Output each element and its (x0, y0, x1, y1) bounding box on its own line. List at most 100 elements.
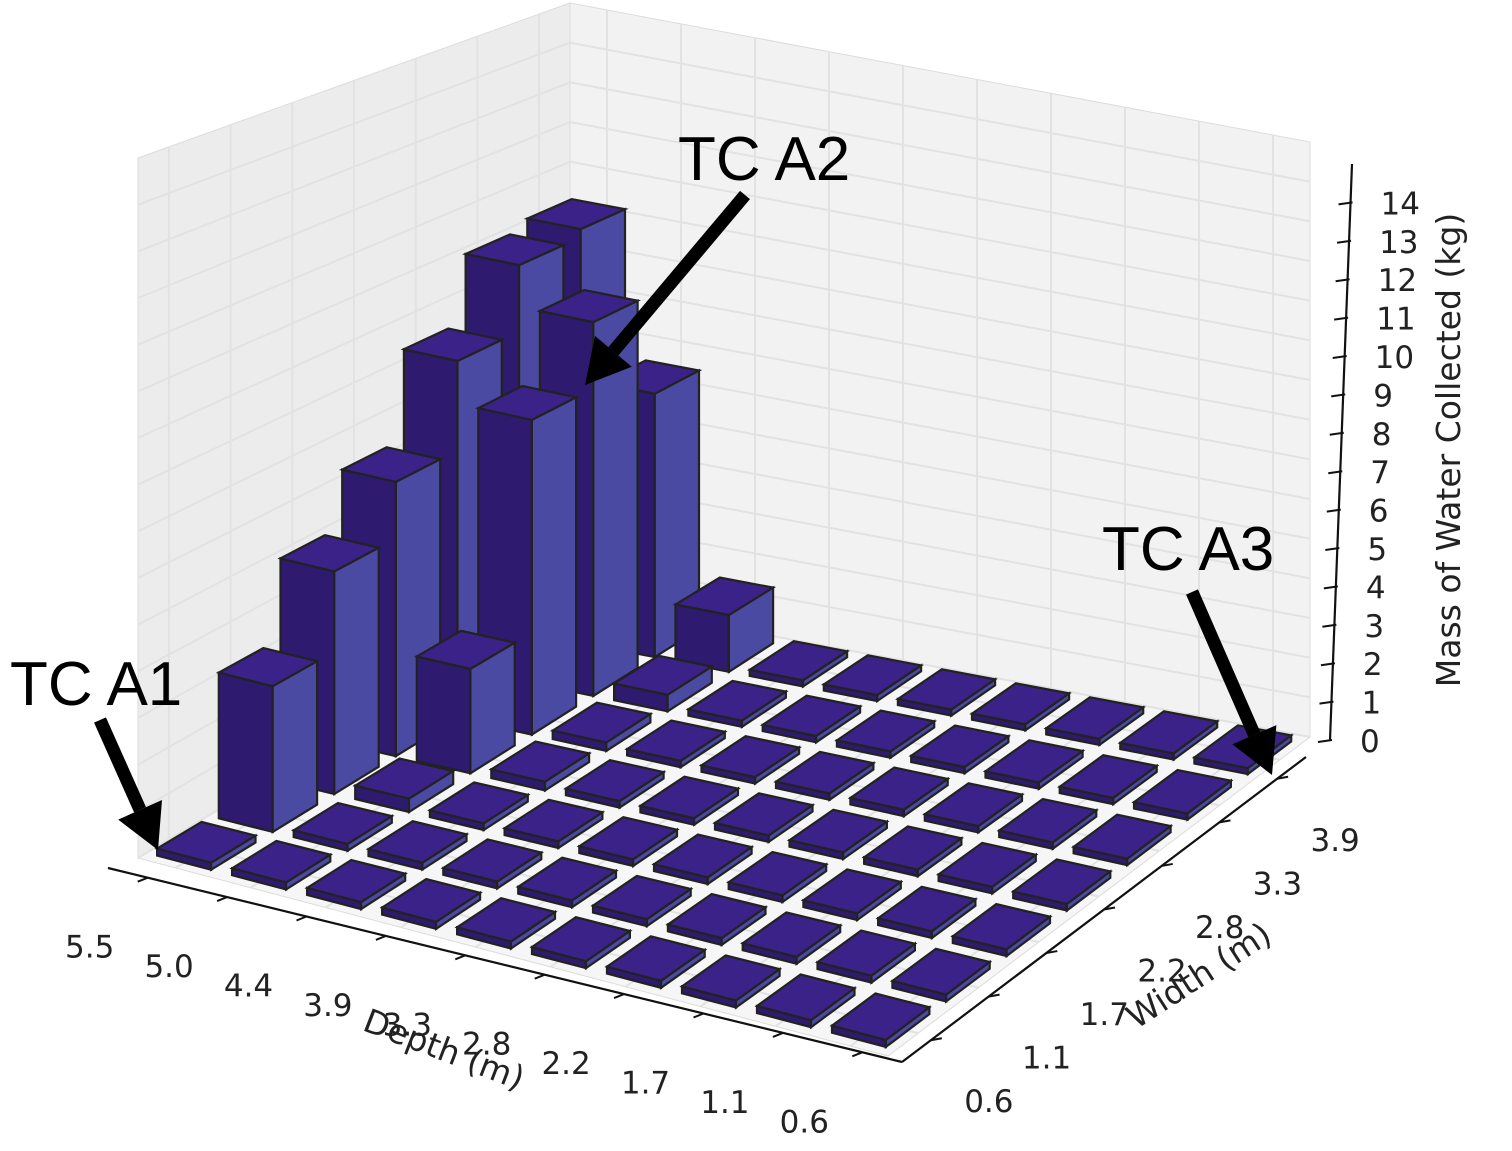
bar-top (665, 892, 769, 940)
annotations: TC A1 TC A2 TC A3 (10, 125, 1277, 850)
bar-side (271, 659, 319, 834)
annotation-label: TC A2 (678, 125, 850, 194)
bar-top (1071, 813, 1174, 860)
depth-tick-label: 0.6 (780, 1104, 829, 1140)
bar-top (847, 766, 951, 811)
z-tick-label: 6 (1369, 494, 1389, 530)
bar-top (712, 792, 816, 837)
z-tick-mark (1328, 470, 1343, 475)
bar (576, 816, 680, 869)
bar-top (637, 775, 741, 820)
bar (969, 682, 1072, 733)
bar (651, 833, 755, 887)
bar (665, 892, 769, 948)
width-tick-label: 1.1 (1022, 1041, 1071, 1077)
annotation: TC A2 (585, 125, 850, 385)
bar-top (969, 682, 1072, 726)
z-tick-label: 3 (1364, 609, 1384, 645)
z-tick-mark (1326, 508, 1341, 513)
bar (1117, 710, 1220, 762)
bar-top (1057, 754, 1160, 800)
bar (685, 679, 789, 729)
z-tick-mark (1333, 316, 1349, 321)
depth-tick-mark (216, 896, 228, 903)
bar-top (754, 973, 858, 1022)
bar-top (215, 646, 321, 688)
bar-top (651, 833, 755, 879)
grid-line-z (137, 81, 1311, 253)
bar-top (814, 929, 918, 977)
bar-top (549, 701, 654, 744)
bar (379, 877, 483, 931)
grid-line-z (137, 160, 1311, 346)
annotation-arrow-head (1232, 725, 1277, 775)
z-tick-mark (1322, 623, 1337, 628)
bar-top (1131, 768, 1234, 815)
bar-side (530, 395, 578, 737)
bar-top (759, 694, 863, 738)
bar-top (462, 233, 567, 267)
bar (413, 629, 518, 776)
bar-front (415, 655, 472, 775)
bar-top (889, 947, 993, 996)
bar-top (454, 897, 558, 943)
bar (875, 885, 978, 941)
bar-top (996, 797, 1099, 844)
bar-top (861, 825, 965, 871)
z-axis-label: Mass of Water Collected (kg) (1429, 213, 1468, 687)
width-tick-mark (1219, 819, 1231, 824)
bar-top (475, 384, 580, 422)
bar (829, 992, 932, 1050)
bar-top (950, 902, 1053, 951)
bar (820, 654, 924, 704)
z-tick-label: 11 (1376, 302, 1415, 338)
bar (454, 897, 558, 951)
z-tick-mark (1325, 547, 1340, 551)
bar-top (529, 916, 633, 963)
depth-tick-mark (772, 1031, 784, 1038)
bar-top (679, 954, 783, 1002)
bar-top (820, 654, 924, 697)
bar-top (154, 820, 259, 864)
z-tick-mark (1338, 201, 1353, 206)
bar-top (290, 801, 395, 846)
z-tick-mark (1335, 278, 1350, 283)
depth-tick-mark (454, 954, 466, 961)
bar-top (488, 740, 592, 783)
bar-top (672, 576, 777, 617)
bar-top (515, 856, 619, 902)
bar (1010, 858, 1113, 913)
bar-top (935, 841, 1039, 888)
bar (996, 797, 1099, 851)
depth-tick-mark (296, 915, 307, 922)
bar (304, 858, 408, 912)
bar-top (1117, 710, 1220, 755)
z-tick-label: 9 (1373, 378, 1393, 414)
bar (754, 973, 858, 1030)
bar-top (786, 808, 890, 854)
z-tick-mark (1332, 355, 1347, 359)
bar (488, 740, 592, 793)
z-tick-label: 5 (1367, 532, 1387, 568)
depth-tick-mark (534, 973, 546, 980)
bar (290, 801, 395, 853)
bar-top (536, 288, 642, 324)
bar (814, 929, 918, 985)
bar (604, 935, 708, 990)
bar (895, 668, 998, 718)
width-tick-mark (930, 1037, 943, 1042)
bar-top (576, 816, 680, 861)
annotation-label: TC A1 (10, 650, 182, 719)
bar (672, 576, 777, 674)
bar (154, 820, 259, 872)
bar-top (277, 534, 382, 573)
depth-tick-mark (137, 876, 149, 883)
bar (229, 839, 334, 892)
z-tick-label: 14 (1381, 186, 1420, 222)
bar-top (685, 679, 789, 722)
depth-tick-label: 3.9 (303, 988, 352, 1024)
width-tick-mark (1276, 775, 1289, 780)
bar-side (333, 545, 380, 796)
bar-top (624, 719, 728, 762)
bar (935, 841, 1039, 896)
